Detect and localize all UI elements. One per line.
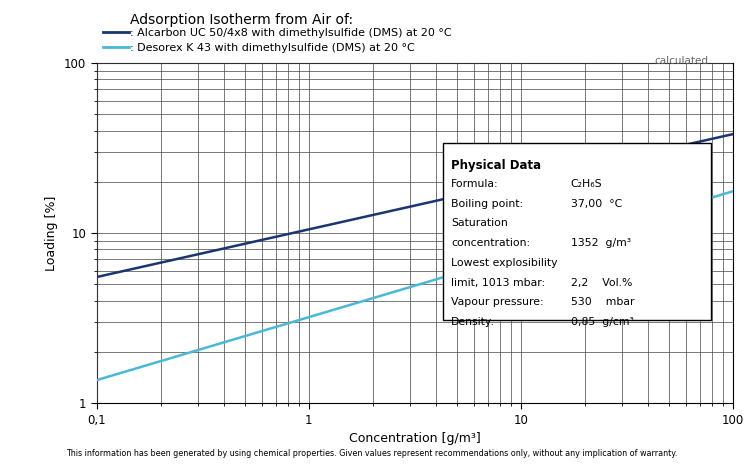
FancyBboxPatch shape: [443, 143, 711, 320]
Text: Adsorption Isotherm from Air of:: Adsorption Isotherm from Air of:: [130, 13, 353, 27]
Text: Lowest explosibility: Lowest explosibility: [451, 258, 557, 268]
Text: 1352  g/m³: 1352 g/m³: [571, 238, 631, 248]
Text: Physical Data: Physical Data: [451, 159, 541, 172]
X-axis label: Concentration [g/m³]: Concentration [g/m³]: [349, 432, 481, 445]
Text: concentration:: concentration:: [451, 238, 530, 248]
Text: calculated: calculated: [655, 56, 709, 66]
Text: Vapour pressure:: Vapour pressure:: [451, 297, 544, 307]
Text: This information has been generated by using chemical properties. Given values r: This information has been generated by u…: [66, 449, 678, 458]
Text: Boiling point:: Boiling point:: [451, 199, 523, 209]
Text: 0,85  g/cm³: 0,85 g/cm³: [571, 317, 633, 327]
Text: Saturation: Saturation: [451, 219, 508, 228]
Y-axis label: Loading [%]: Loading [%]: [45, 195, 59, 271]
Text: : Desorex K 43 with dimethylsulfide (DMS) at 20 °C: : Desorex K 43 with dimethylsulfide (DMS…: [130, 43, 415, 53]
Text: 2,2    Vol.%: 2,2 Vol.%: [571, 278, 632, 288]
Text: Density:: Density:: [451, 317, 496, 327]
Text: 37,00  °C: 37,00 °C: [571, 199, 622, 209]
Text: limit, 1013 mbar:: limit, 1013 mbar:: [451, 278, 545, 288]
Text: Formula:: Formula:: [451, 179, 498, 189]
Text: 530    mbar: 530 mbar: [571, 297, 634, 307]
Text: : Alcarbon UC 50/4x8 with dimethylsulfide (DMS) at 20 °C: : Alcarbon UC 50/4x8 with dimethylsulfid…: [130, 28, 452, 38]
Text: C₂H₆S: C₂H₆S: [571, 179, 602, 189]
